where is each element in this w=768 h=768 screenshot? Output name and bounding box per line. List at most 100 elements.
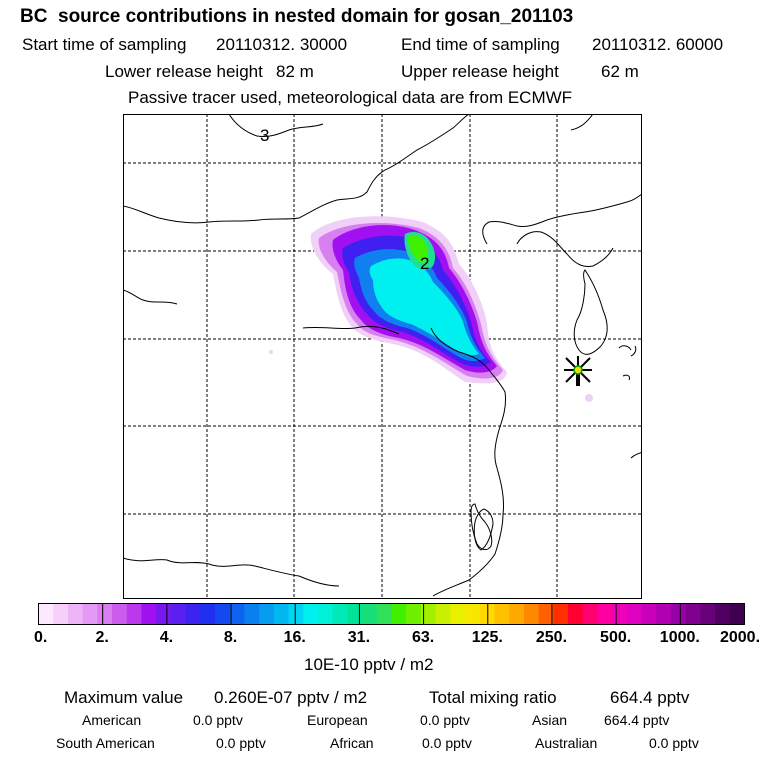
- lower-height-label: Lower release height: [105, 62, 263, 81]
- colorbar-cell: [656, 603, 672, 625]
- region-american-label: American: [82, 712, 142, 728]
- colorbar-tick-label: 63.: [411, 629, 435, 646]
- max-value: 0.260E-07 pptv / m2: [214, 688, 368, 707]
- region-australian-label: Australian: [535, 735, 598, 751]
- colorbar-cell: [141, 603, 157, 625]
- plume-layer-cyan: [369, 258, 479, 356]
- max-value-label: Maximum value: [64, 688, 184, 707]
- coastlines: [123, 114, 642, 597]
- data-source-note: Passive tracer used, meteorological data…: [128, 88, 573, 107]
- colorbar-cell: [494, 603, 510, 625]
- colorbar-cell: [97, 603, 113, 625]
- colorbar-cell: [244, 603, 260, 625]
- colorbar-cell: [729, 603, 745, 625]
- colorbar-cell: [523, 603, 539, 625]
- lat-lon-grid: [123, 114, 642, 599]
- colorbar-tick-label: 250.: [535, 629, 568, 646]
- end-time-label: End time of sampling: [401, 35, 560, 54]
- colorbar-cell: [112, 603, 128, 625]
- colorbar-cell: [362, 603, 378, 625]
- colorbar-cell: [185, 603, 201, 625]
- region-south-american-value: 0.0 pptv: [216, 735, 266, 751]
- colorbar-tick-label: 1000.: [659, 629, 700, 646]
- colorbar-cell: [450, 603, 466, 625]
- upper-height-label: Upper release height: [401, 62, 559, 81]
- region-south-american-label: South American: [56, 735, 155, 751]
- colorbar-cell: [553, 603, 569, 625]
- colorbar-cell: [317, 603, 334, 625]
- colorbar-cell: [126, 603, 142, 625]
- plot-title: BC source contributions in nested domain…: [20, 6, 574, 27]
- plume-layer-green: [408, 235, 428, 263]
- region-african-label: African: [330, 735, 374, 751]
- colorbar-cell: [303, 603, 319, 625]
- colorbar-cell: [215, 603, 231, 625]
- colorbar-cell: [626, 603, 642, 625]
- colorbar-cell: [170, 603, 186, 625]
- upper-height-value: 62 m: [601, 62, 639, 81]
- region-european-value: 0.0 pptv: [420, 712, 470, 728]
- colorbar-cells: [38, 603, 745, 625]
- colorbar-cell: [641, 603, 657, 625]
- region-label-2: 2: [420, 254, 429, 273]
- colorbar-cell: [273, 603, 289, 625]
- colorbar-tick-label: 31.: [347, 629, 371, 646]
- concentration-plume: [269, 216, 593, 402]
- colorbar-boundaries: [102, 603, 681, 625]
- plume-speck: [585, 394, 593, 402]
- end-time-value: 20110312. 60000: [592, 35, 724, 54]
- colorbar-units: 10E-10 pptv / m2: [304, 655, 434, 674]
- region-american-value: 0.0 pptv: [193, 712, 243, 728]
- colorbar-cell: [700, 603, 716, 625]
- colorbar-tick-label: 125.: [471, 629, 503, 646]
- start-time-value: 20110312. 30000: [216, 35, 348, 54]
- map-panel: 3 2: [123, 114, 642, 599]
- colorbar-cell: [332, 603, 348, 625]
- colorbar-cell: [568, 603, 584, 625]
- colorbar-tick-label: 16.: [283, 629, 306, 646]
- colorbar-cell: [229, 603, 245, 625]
- total-mixing-value: 664.4 pptv: [610, 688, 690, 707]
- lower-height-value: 82 m: [276, 62, 314, 81]
- plume-speck: [269, 350, 273, 354]
- region-australian-value: 0.0 pptv: [649, 735, 699, 751]
- colorbar-cell: [67, 603, 84, 625]
- colorbar-cell: [288, 603, 304, 625]
- colorbar-cell: [670, 603, 687, 625]
- colorbar-cell: [259, 603, 275, 625]
- region-african-value: 0.0 pptv: [422, 735, 472, 751]
- colorbar-cell: [38, 603, 54, 625]
- receptor-marker-gosan: [564, 356, 592, 386]
- colorbar-tick-label: 8.: [223, 629, 238, 646]
- colorbar-tick-label: 2000.: [719, 629, 761, 646]
- colorbar-cell: [582, 603, 598, 625]
- colorbar-tick-label: 500.: [600, 629, 632, 646]
- region-label-3: 3: [260, 126, 269, 145]
- colorbar-cell: [406, 603, 422, 625]
- colorbar-cell: [391, 603, 407, 625]
- colorbar-cell: [612, 603, 628, 625]
- colorbar-cell: [156, 603, 172, 625]
- colorbar-cell: [509, 603, 525, 625]
- colorbar-cell: [538, 603, 554, 625]
- region-asian-label: Asian: [532, 712, 568, 728]
- colorbar-cell: [376, 603, 392, 625]
- colorbar-cell: [347, 603, 363, 625]
- start-time-label: Start time of sampling: [22, 35, 187, 54]
- colorbar-frame: [38, 603, 745, 625]
- region-european-label: European: [307, 712, 368, 728]
- colorbar-cell: [597, 603, 613, 625]
- colorbar-cell: [715, 603, 731, 625]
- colorbar-cell: [82, 603, 98, 625]
- colorbar-cell: [685, 603, 701, 625]
- colorbar-tick-label: 0.: [33, 629, 48, 646]
- colorbar-cell: [420, 603, 437, 625]
- colorbar-cell: [435, 603, 451, 625]
- colorbar-cell: [465, 603, 481, 625]
- total-mixing-label: Total mixing ratio: [429, 688, 557, 707]
- colorbar: [38, 603, 745, 625]
- colorbar-tick-label: 4.: [159, 629, 174, 646]
- colorbar-cell: [53, 603, 69, 625]
- colorbar-cell: [200, 603, 216, 625]
- colorbar-tick-label: 2.: [95, 629, 109, 646]
